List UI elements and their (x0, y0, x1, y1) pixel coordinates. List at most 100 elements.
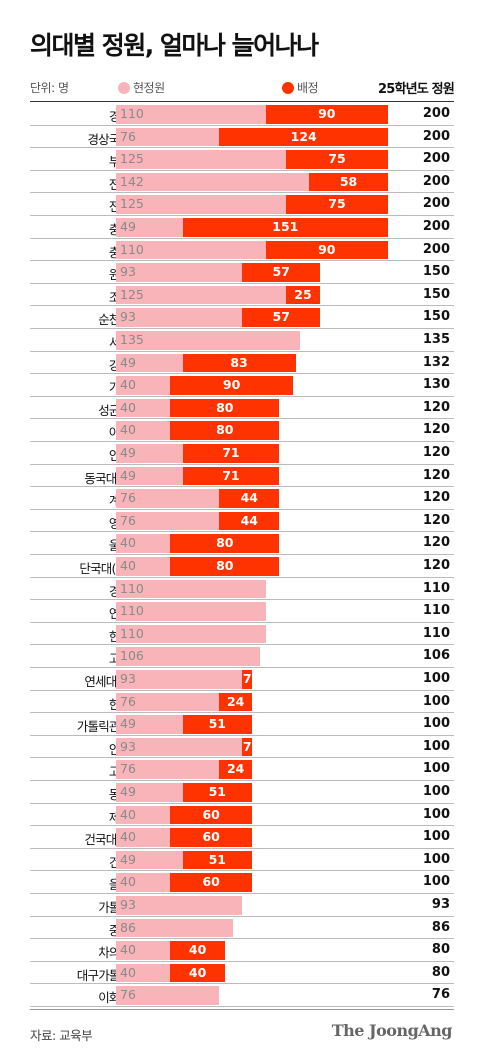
current-quota-bar (116, 331, 300, 350)
chart-row: 동국대 분교 49 71 120 (30, 465, 454, 488)
row-divider (30, 644, 454, 646)
row-divider (30, 418, 454, 420)
chart-row: 동아대4951100 (30, 781, 454, 804)
row-divider (30, 305, 454, 307)
row-divider (30, 350, 454, 352)
added-quota-bar (170, 557, 280, 576)
added-quota-bar (182, 444, 280, 463)
added-quota-label: 40 (188, 964, 207, 980)
row-divider (30, 599, 454, 601)
current-quota-bar (116, 850, 183, 870)
total-quota-label: 86 (431, 919, 450, 935)
added-quota-label: 71 (222, 467, 240, 483)
current-quota-label: 40 (120, 422, 136, 438)
current-quota-label: 40 (120, 806, 136, 822)
current-quota-label: 135 (120, 332, 144, 347)
current-quota-label: 49 (120, 219, 136, 234)
added-quota-label: 80 (216, 535, 234, 551)
chart-row: 인제대937100 (30, 736, 454, 759)
total-quota-label: 76 (431, 987, 450, 1003)
current-quota-label: 40 (120, 964, 136, 980)
row-divider (30, 576, 454, 578)
added-quota-label: 90 (318, 241, 336, 257)
added-quota-label: 40 (188, 942, 207, 958)
total-quota-label: 130 (422, 377, 450, 393)
current-quota-label: 93 (120, 671, 136, 686)
chart-row: 건양대4951100 (30, 849, 454, 872)
total-quota-label: 200 (422, 196, 450, 212)
chart-row: 연세대110110 (30, 600, 454, 623)
legend-current-label: 현정원 (133, 81, 165, 95)
current-quota-label: 49 (120, 445, 136, 460)
added-quota-bar (170, 873, 252, 892)
chart-row: 고신대7624100 (30, 758, 454, 781)
added-quota-bar (219, 692, 252, 712)
current-quota-label: 40 (120, 942, 136, 958)
current-quota-bar (116, 263, 243, 282)
total-quota-label: 200 (422, 241, 450, 257)
total-quota-label: 135 (422, 332, 450, 347)
chart-row: 제주대4060100 (30, 804, 454, 827)
bottom-divider (30, 1009, 454, 1010)
current-quota-bar (116, 624, 266, 644)
chart-row: 부산대12575200 (30, 148, 454, 171)
added-quota-bar (182, 466, 280, 486)
current-quota-label: 40 (120, 399, 136, 415)
current-quota-label: 40 (120, 558, 136, 573)
added-quota-label: 7 (242, 738, 252, 754)
added-quota-label: 24 (226, 761, 245, 777)
row-divider (30, 666, 454, 668)
legend-current-swatch (118, 82, 130, 94)
current-quota-bar (116, 489, 220, 508)
added-quota-bar (182, 715, 252, 734)
current-quota-bar (116, 195, 286, 214)
added-quota-label: 60 (202, 806, 220, 822)
current-quota-bar (116, 579, 266, 599)
current-quota-label: 110 (120, 241, 144, 257)
current-quota-bar (116, 647, 261, 666)
total-quota-label: 200 (422, 128, 450, 144)
chart-row: 아주대4080120 (30, 419, 454, 442)
total-quota-label: 100 (422, 761, 450, 777)
total-quota-label: 93 (431, 897, 450, 912)
chart-row: 가톨릭관동대 49 51 100 (30, 713, 454, 736)
chart-row: 이화여대7676 (30, 984, 454, 1007)
chart-row: 건국대 분교 40 60 100 (30, 826, 454, 849)
total-quota-label: 110 (422, 603, 450, 619)
current-quota-label: 86 (120, 919, 136, 935)
chart-row: 원광대9357150 (30, 261, 454, 284)
row-divider (30, 892, 454, 894)
added-quota-label: 80 (216, 399, 234, 415)
chart-row: 고려대106106 (30, 645, 454, 668)
total-quota-label: 120 (422, 490, 450, 506)
added-quota-bar (170, 963, 225, 983)
added-quota-bar (242, 308, 320, 327)
row-divider (30, 960, 454, 962)
total-quota-label: 150 (422, 264, 450, 280)
legend-added: 배정 (282, 79, 319, 96)
total-quota-label: 132 (422, 354, 450, 370)
total-quota-label: 106 (422, 648, 450, 664)
total-quota-label: 110 (422, 625, 450, 641)
added-quota-bar (219, 511, 280, 531)
current-quota-label: 125 (120, 196, 144, 212)
total-quota-label: 200 (422, 151, 450, 167)
current-quota-label: 110 (120, 106, 144, 121)
current-quota-bar (116, 670, 243, 689)
current-quota-label: 76 (120, 693, 136, 709)
chart-row: 경희대110110 (30, 578, 454, 601)
current-quota-label: 125 (120, 151, 144, 167)
added-quota-label: 80 (216, 558, 234, 573)
current-quota-label: 125 (120, 286, 144, 302)
current-quota-bar (116, 511, 220, 531)
total-quota-label: 200 (422, 219, 450, 234)
current-quota-label: 93 (120, 309, 136, 325)
added-quota-label: 44 (240, 512, 258, 528)
current-quota-label: 110 (120, 603, 144, 619)
current-quota-bar (116, 172, 310, 192)
row-divider (30, 983, 454, 985)
current-quota-bar (116, 692, 220, 712)
row-divider (30, 689, 454, 691)
added-quota-label: 24 (226, 693, 245, 709)
chart-row: 가톨릭대9393 (30, 894, 454, 917)
